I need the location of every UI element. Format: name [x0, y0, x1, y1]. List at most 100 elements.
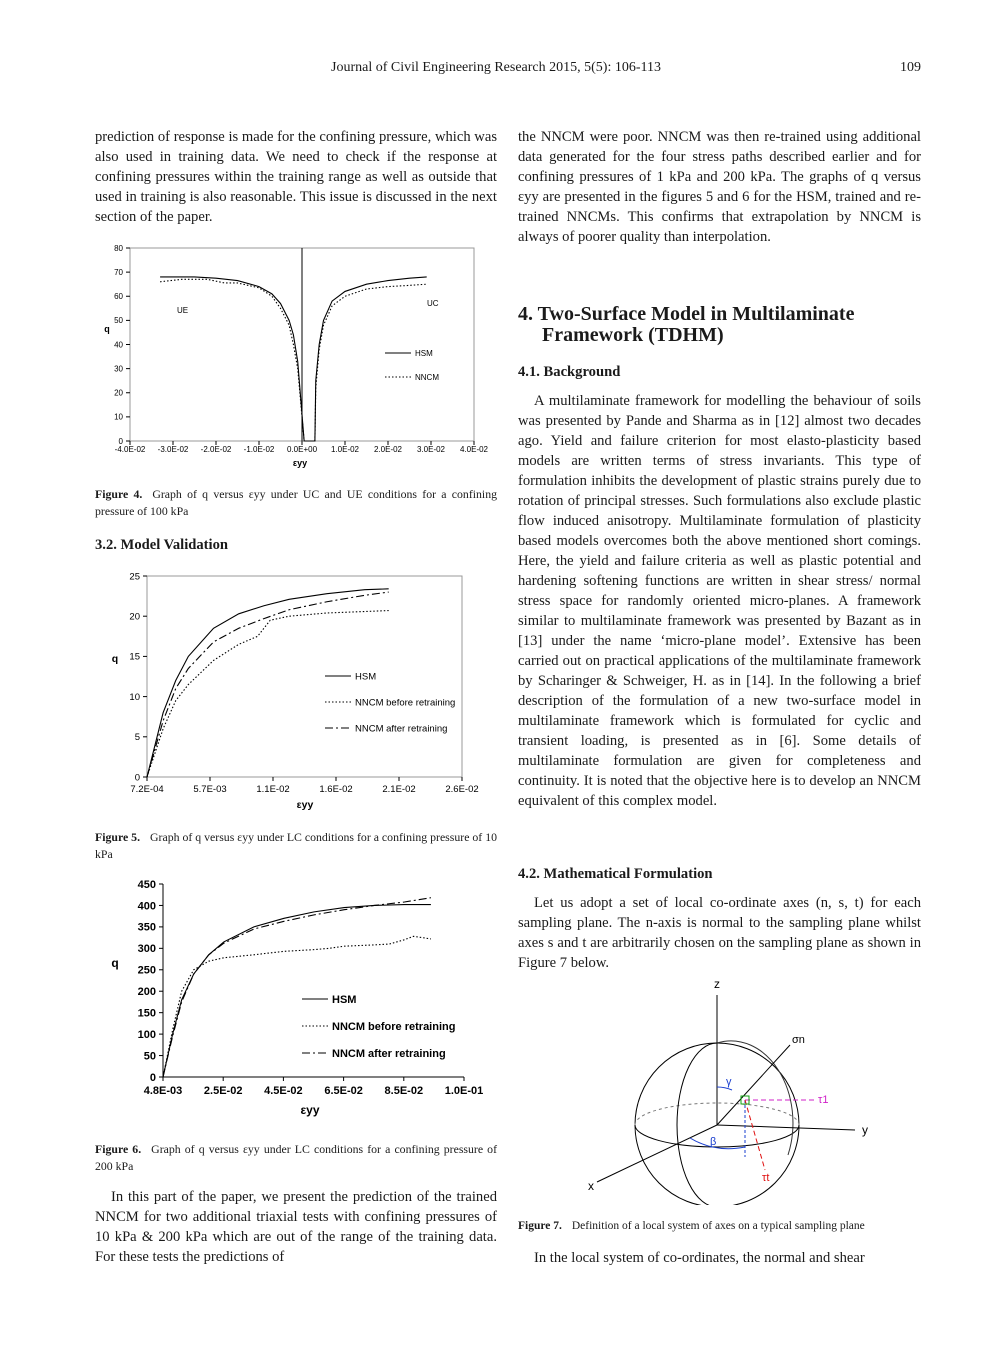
plot-frame	[146, 575, 463, 778]
y-tick-label: 0	[150, 1072, 156, 1084]
diagram-label: β	[710, 1136, 716, 1148]
legend-label: HSM	[355, 671, 376, 682]
x-axis-label: εyy	[300, 1103, 319, 1117]
series-line	[160, 278, 427, 442]
y-tick-label: 0	[135, 772, 140, 783]
figure-5-chart: 0 5 10 15 20 25 7.2E-04 5.7E-03 1.1E-02 1.6E-02 2.…	[112, 571, 479, 811]
legend-label: NNCM	[415, 373, 439, 382]
diagram-label: x	[588, 1179, 594, 1193]
x-tick-label: -4.0E-02	[115, 445, 146, 454]
diagram-label: τ1	[818, 1094, 828, 1106]
paragraph: A multilaminate framework for modelling …	[518, 393, 921, 809]
legend-label: NNCM after retraining	[355, 723, 447, 734]
x-tick-label: 5.7E-03	[193, 784, 226, 795]
beta-arc	[689, 1137, 746, 1150]
y-tick-label: 450	[138, 879, 156, 891]
legend-label: NNCM before retraining	[355, 697, 455, 708]
y-tick-label: 50	[114, 316, 123, 325]
y-tick-label: 150	[138, 1008, 156, 1020]
y-tick-label: 30	[114, 364, 123, 373]
running-header: Journal of Civil Engineering Research 20…	[331, 60, 661, 75]
y-tick-label: 40	[114, 340, 123, 349]
y-tick-label: 20	[114, 389, 123, 398]
y-tick-label: 20	[129, 612, 140, 623]
y-axis-label: q	[111, 956, 118, 970]
tau-t-axis	[744, 1099, 766, 1171]
figure-7-diagram: z y x σn τ1 τt β γ	[588, 977, 868, 1205]
x-tick-label: 2.5E-02	[204, 1085, 243, 1097]
x-tick-label: 7.2E-04	[130, 784, 163, 795]
diagram-label: y	[862, 1123, 868, 1137]
x-tick-label: 4.5E-02	[264, 1085, 303, 1097]
caption-text: Definition of a local system of axes on …	[571, 1220, 865, 1232]
series-line	[162, 897, 431, 1078]
caption-text: Graph of q versus εyy under LC condition…	[95, 1142, 498, 1173]
y-axis-label: q	[112, 653, 118, 665]
y-tick-label: 80	[114, 244, 123, 253]
y-tick-label: 0	[119, 437, 124, 446]
diagram-label: σn	[792, 1034, 805, 1046]
figure-4-chart: 0 10 20 30 40 50 60 70 80 -4.0E-02 -3.0E-02 -2.0E-0…	[104, 244, 489, 468]
legend-label: HSM	[332, 994, 356, 1006]
gamma-arc	[716, 1086, 733, 1091]
meridian	[716, 1040, 794, 1156]
x-tick-label: 1.0E-01	[445, 1085, 484, 1097]
x-tick-label: 2.6E-02	[445, 784, 478, 795]
series-line	[162, 935, 431, 1078]
caption-label: Figure 4.	[95, 487, 143, 501]
caption-label: Figure 5.	[95, 830, 141, 844]
paragraph: prediction of response is made for the c…	[95, 129, 497, 225]
x-tick-label: 2.1E-02	[382, 784, 415, 795]
paragraph: In this part of the paper, we present th…	[95, 1189, 497, 1265]
x-tick-label: -1.0E-02	[244, 445, 275, 454]
page-number: 109	[900, 60, 921, 75]
x-tick-label: 6.5E-02	[324, 1085, 363, 1097]
diagram-label: γ	[726, 1076, 732, 1088]
section-heading: 3.2. Model Validation	[95, 537, 228, 553]
series-line	[160, 276, 427, 442]
figure-caption: Figure 7. Definition of a local system of…	[518, 1218, 928, 1235]
figure-caption: Figure 4. Graph of q versus εyy under UC …	[95, 486, 497, 520]
y-tick-label: 15	[129, 652, 140, 663]
caption-label: Figure 7.	[518, 1220, 562, 1232]
paragraph: In the local system of co-ordinates, the…	[534, 1250, 865, 1266]
y-tick-label: 250	[138, 965, 156, 977]
y-tick-label: 25	[129, 571, 140, 582]
y-tick-label: 60	[114, 292, 123, 301]
legend-label: NNCM after retraining	[332, 1048, 446, 1060]
x-tick-label: 3.0E-02	[417, 445, 446, 454]
x-tick-label: -3.0E-02	[158, 445, 189, 454]
x-tick-label: 2.0E-02	[374, 445, 403, 454]
x-tick-label: 4.0E-02	[460, 445, 489, 454]
annotation: UE	[177, 306, 188, 315]
caption-label: Figure 6.	[95, 1142, 142, 1156]
meridian	[676, 1042, 718, 1205]
x-axis-label: εyy	[297, 799, 314, 811]
y-tick-label: 200	[138, 986, 156, 998]
diagram-label: τt	[762, 1172, 769, 1184]
y-tick-label: 300	[138, 943, 156, 955]
equator-front	[634, 1124, 800, 1148]
x-tick-label: 0.0E+00	[287, 445, 318, 454]
legend-label: NNCM before retraining	[332, 1021, 455, 1033]
subsection-heading: 4.2. Mathematical Formulation	[518, 866, 713, 882]
y-tick-label: 10	[129, 692, 140, 703]
y-tick-label: 50	[144, 1050, 156, 1062]
y-tick-label: 400	[138, 900, 156, 912]
y-tick-label: 5	[135, 732, 140, 743]
equator-back	[634, 1102, 800, 1126]
figure-6-chart: 0 50 100 150 200 250 300 350 400 450 4.8E-03 2.5E-0…	[111, 879, 484, 1117]
x-tick-label: -2.0E-02	[201, 445, 232, 454]
normal-axis	[716, 1044, 791, 1126]
series-line	[146, 588, 389, 778]
y-axis-label: q	[104, 324, 110, 334]
y-axis	[716, 1124, 856, 1131]
x-axis	[596, 1124, 718, 1183]
x-tick-label: 4.8E-03	[144, 1085, 183, 1097]
y-tick-label: 70	[114, 268, 123, 277]
paragraph: the NNCM were poor. NNCM was then re-tra…	[518, 129, 921, 245]
series-line	[146, 591, 389, 778]
x-tick-label: 1.0E-02	[331, 445, 360, 454]
annotation: UC	[427, 299, 439, 308]
